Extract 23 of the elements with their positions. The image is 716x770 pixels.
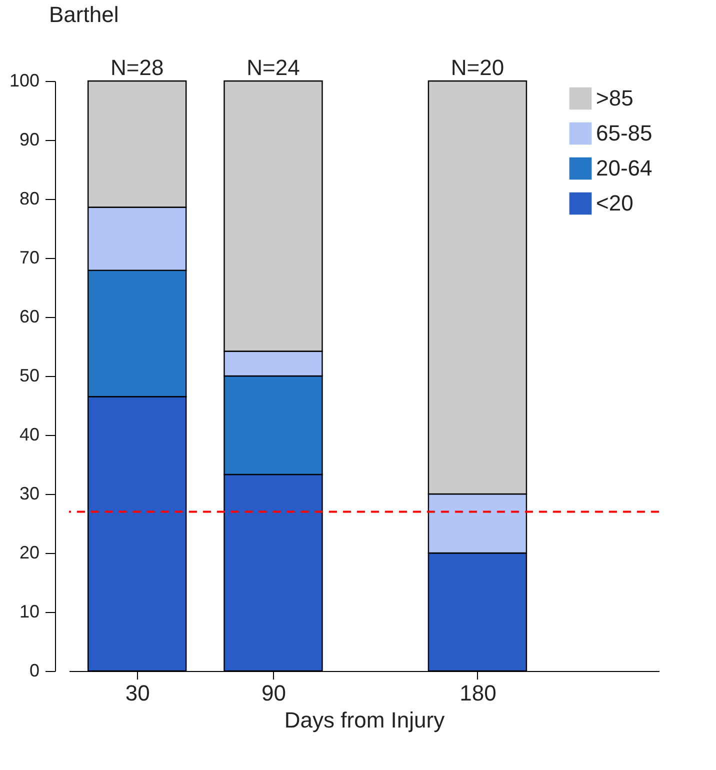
legend-label: 20-64 <box>596 156 652 180</box>
legend-label: 65-85 <box>596 120 652 146</box>
y-tick-label: 60 <box>19 306 40 326</box>
y-tick-label: 100 <box>9 70 40 90</box>
annotation: N=28 <box>110 55 164 80</box>
annotation: N=20 <box>450 55 504 80</box>
y-tick-label: 50 <box>19 366 40 386</box>
y-tick-label: 90 <box>19 130 40 150</box>
y-tick-label: 70 <box>19 248 40 268</box>
legend-label: <20 <box>596 190 634 216</box>
text: Barthel <box>49 2 119 27</box>
y-tick-label: 20 <box>19 542 40 562</box>
x-axis-title: Days from Injury <box>284 708 445 732</box>
y-tick-label: 40 <box>19 424 40 444</box>
y-tick-label: 30 <box>19 484 40 504</box>
x-tick-label: 90 <box>261 680 286 706</box>
x-tick-label: 30 <box>125 680 150 706</box>
annotation: N=24 <box>246 55 300 80</box>
legend-label: >85 <box>596 86 634 110</box>
y-tick-label: 10 <box>19 602 40 622</box>
y-tick-label: 80 <box>19 188 40 208</box>
x-tick-label: 180 <box>460 680 496 706</box>
y-tick-label: 0 <box>29 660 40 680</box>
